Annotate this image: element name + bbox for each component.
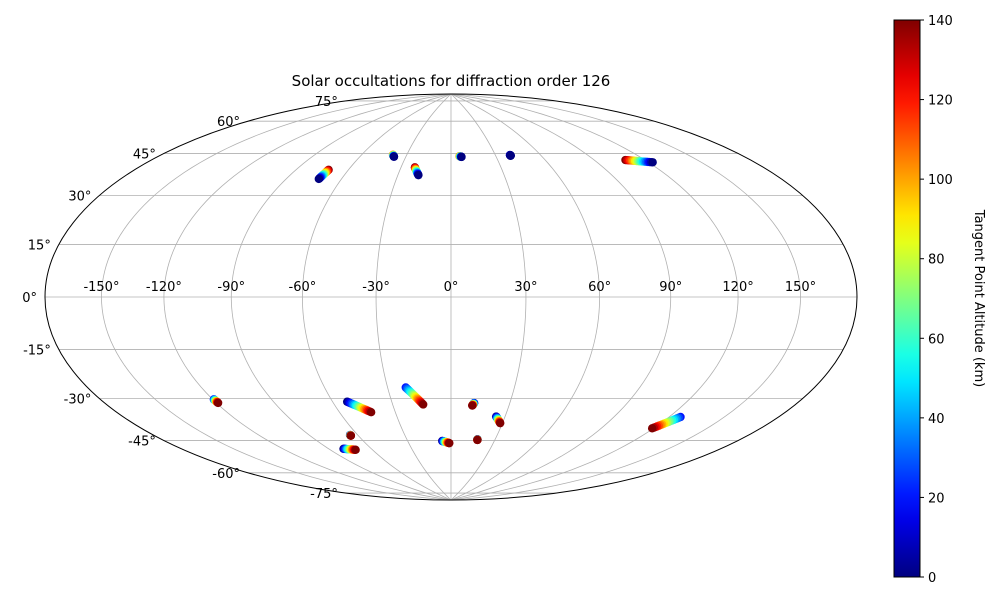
meridian-gridline — [450, 94, 739, 500]
x-tick-label: 60° — [588, 280, 611, 295]
colorbar-tick-label: 0 — [928, 571, 936, 586]
occultation-point — [418, 400, 428, 409]
x-tick-label: -60° — [289, 280, 317, 295]
occultation-point — [468, 401, 477, 410]
occultation-point — [213, 398, 223, 408]
occultation-point — [366, 407, 376, 417]
meridian-gridline — [301, 94, 452, 500]
meridian-gridline — [163, 94, 452, 500]
x-tick-label: 90° — [659, 280, 682, 295]
x-tick-label: 30° — [514, 280, 537, 295]
occultation-points — [209, 150, 685, 455]
y-tick-label: 15° — [28, 238, 51, 253]
y-tick-label: 75° — [315, 95, 338, 110]
meridian-gridline — [101, 94, 452, 500]
x-tick-labels: -150° -120° -90° -60° -30° 0° 30° 60° 90° 120° 150… — [83, 280, 816, 295]
colorbar: 0 20 40 60 80 100 120 140 Tangent Point Altitud… — [893, 14, 986, 586]
x-tick-label: 0° — [444, 280, 459, 295]
occultation-point — [506, 151, 515, 160]
chart-title: Solar occultations for diffraction order… — [292, 72, 611, 90]
occultation-point — [457, 152, 466, 162]
y-tick-labels: -75° -60° -45° -30° -15° 0° 15° 30° 45° 60° 75° — [22, 95, 338, 502]
y-tick-label: -75° — [310, 487, 338, 502]
map-boundary — [44, 93, 858, 501]
meridian-gridline — [230, 94, 452, 500]
occultation-point — [389, 152, 399, 161]
occultation-point — [414, 170, 423, 180]
map-gridlines — [45, 94, 857, 500]
x-tick-label: -90° — [217, 280, 245, 295]
y-tick-label: -15° — [23, 344, 51, 359]
meridian-gridline — [450, 94, 801, 500]
occultation-point — [314, 174, 324, 184]
occultation-point — [346, 431, 356, 440]
occultation-point — [647, 424, 657, 433]
occultation-point — [473, 435, 482, 445]
colorbar-label: Tangent Point Altitude (km) — [971, 209, 986, 387]
meridian-gridline — [450, 94, 672, 500]
colorbar-tick-label: 20 — [928, 491, 945, 506]
colorbar-tick-label: 100 — [928, 173, 953, 188]
y-tick-label: -60° — [212, 467, 240, 482]
y-tick-label: 0° — [22, 291, 37, 306]
y-tick-label: 45° — [133, 147, 156, 162]
x-tick-label: -150° — [83, 280, 119, 295]
colorbar-tick-label: 120 — [928, 94, 953, 109]
meridian-gridline — [450, 94, 527, 500]
meridian-gridline — [450, 94, 601, 500]
x-tick-label: 120° — [722, 280, 753, 295]
colorbar-tick-label: 40 — [928, 412, 945, 427]
y-tick-label: -30° — [64, 393, 92, 408]
y-tick-label: -45° — [128, 435, 156, 450]
colorbar-gradient — [893, 19, 921, 578]
x-tick-label: 150° — [785, 280, 816, 295]
occultation-point — [351, 445, 360, 455]
x-tick-label: -30° — [362, 280, 390, 295]
meridian-gridline — [375, 94, 452, 500]
y-tick-label: 30° — [68, 190, 91, 205]
x-tick-label: -120° — [146, 280, 182, 295]
y-tick-label: 60° — [217, 115, 240, 130]
colorbar-tick-label: 80 — [928, 253, 945, 268]
colorbar-tick-label: 60 — [928, 332, 945, 347]
occultation-point — [496, 418, 505, 428]
occultation-point — [648, 158, 657, 167]
colorbar-ticks: 0 20 40 60 80 100 120 140 — [920, 14, 953, 586]
colorbar-tick-label: 140 — [928, 14, 953, 29]
occultation-point — [445, 438, 454, 448]
